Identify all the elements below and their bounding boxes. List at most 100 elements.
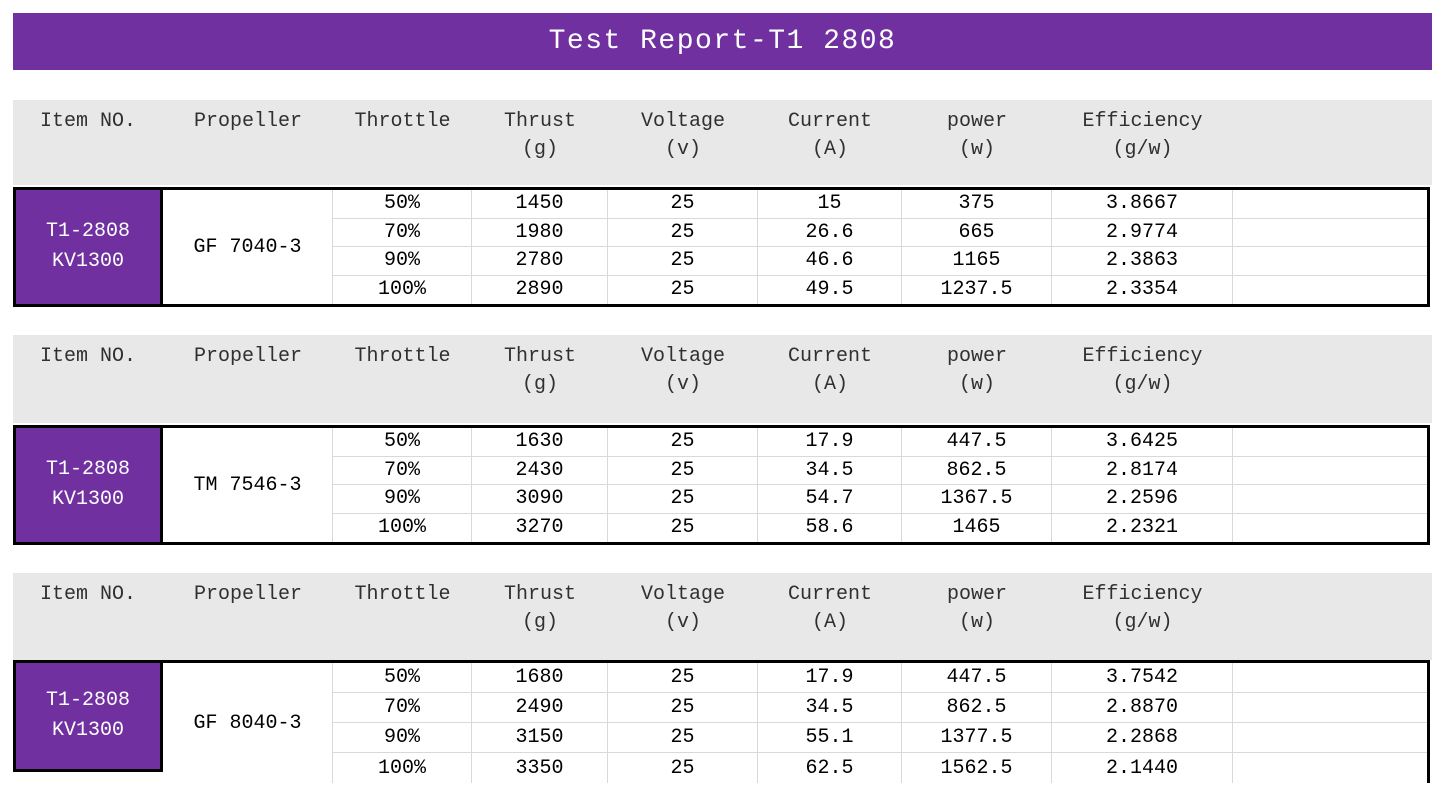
cell-efficiency: 3.7542 — [1052, 663, 1233, 693]
page-title: Test Report-T1 2808 — [548, 26, 897, 57]
item-no-line2: KV1300 — [51, 250, 124, 273]
cell-voltage: 25 — [608, 190, 758, 219]
table1-header-row: Item NO. Propeller Throttle Thrust (g) Vo… — [13, 100, 1432, 185]
cell-current: 54.7 — [758, 485, 902, 514]
column-header-empty — [1233, 573, 1432, 660]
cell-power: 1377.5 — [902, 723, 1052, 753]
cell-thrust: 2490 — [472, 693, 608, 723]
cell-empty — [1233, 485, 1427, 514]
cell-power: 447.5 — [902, 663, 1052, 693]
propeller-cell: TM 7546-3 — [163, 428, 333, 542]
table1-data: T1-2808 KV1300 GF 7040-3 50% 1450 25 15 … — [13, 187, 1430, 307]
cell-empty — [1233, 457, 1427, 485]
column-header-item-no: Item NO. — [39, 583, 136, 606]
cell-empty — [1233, 663, 1427, 693]
column-header-throttle: Throttle — [354, 110, 451, 133]
propeller-cell: GF 7040-3 — [163, 190, 333, 304]
column-header-current: Current (A) — [787, 345, 872, 396]
cell-efficiency: 2.2596 — [1052, 485, 1233, 514]
cell-efficiency: 2.1440 — [1052, 753, 1233, 783]
cell-empty — [1233, 276, 1427, 305]
cell-current: 17.9 — [758, 428, 902, 457]
cell-throttle: 90% — [333, 247, 472, 276]
column-header-thrust: Thrust (g) — [503, 110, 576, 161]
cell-throttle: 70% — [333, 218, 472, 247]
cell-current: 46.6 — [758, 247, 902, 276]
column-header-voltage: Voltage (v) — [640, 110, 725, 161]
cell-empty — [1233, 247, 1427, 276]
cell-efficiency: 2.9774 — [1052, 218, 1233, 247]
cell-current: 49.5 — [758, 275, 902, 304]
cell-current: 62.5 — [758, 753, 902, 783]
column-header-voltage: Voltage (v) — [640, 345, 725, 396]
cell-empty — [1233, 723, 1427, 753]
cell-throttle: 70% — [333, 456, 472, 485]
cell-current: 34.5 — [758, 456, 902, 485]
cell-thrust: 3350 — [472, 753, 608, 783]
cell-power: 1465 — [902, 513, 1052, 542]
column-header-item-no: Item NO. — [39, 110, 136, 133]
cell-efficiency: 3.6425 — [1052, 428, 1233, 457]
table2-header-row: Item NO. Propeller Throttle Thrust (g) Vo… — [13, 335, 1432, 423]
cell-power: 1237.5 — [902, 275, 1052, 304]
cell-efficiency: 2.3354 — [1052, 275, 1233, 304]
cell-voltage: 25 — [608, 723, 758, 753]
cell-throttle: 50% — [333, 663, 472, 693]
item-no-line1: T1-2808 — [45, 689, 130, 712]
cell-thrust: 2890 — [472, 275, 608, 304]
cell-voltage: 25 — [608, 513, 758, 542]
item-no-cell: T1-2808 KV1300 — [16, 190, 163, 304]
cell-voltage: 25 — [608, 753, 758, 783]
column-header-empty — [1233, 335, 1432, 423]
table2-data: T1-2808 KV1300 TM 7546-3 50% 1630 25 17.… — [13, 425, 1430, 545]
cell-empty — [1233, 693, 1427, 723]
column-header-throttle: Throttle — [354, 345, 451, 368]
cell-current: 26.6 — [758, 218, 902, 247]
cell-throttle: 70% — [333, 693, 472, 723]
cell-efficiency: 2.2321 — [1052, 513, 1233, 542]
table3-header-row: Item NO. Propeller Throttle Thrust (g) Vo… — [13, 573, 1432, 660]
cell-voltage: 25 — [608, 663, 758, 693]
column-header-item-no: Item NO. — [39, 345, 136, 368]
column-header-power: power (w) — [946, 345, 1007, 396]
column-header-efficiency: Efficiency (g/w) — [1082, 110, 1203, 161]
column-header-propeller: Propeller — [193, 345, 303, 368]
cell-voltage: 25 — [608, 485, 758, 514]
cell-efficiency: 2.3863 — [1052, 247, 1233, 276]
cell-empty — [1233, 428, 1427, 457]
cell-throttle: 50% — [333, 428, 472, 457]
cell-efficiency: 2.8870 — [1052, 693, 1233, 723]
cell-thrust: 1630 — [472, 428, 608, 457]
cell-thrust: 3090 — [472, 485, 608, 514]
cell-efficiency: 3.8667 — [1052, 190, 1233, 219]
cell-thrust: 3150 — [472, 723, 608, 753]
column-header-empty — [1233, 100, 1432, 185]
cell-voltage: 25 — [608, 428, 758, 457]
cell-thrust: 1450 — [472, 190, 608, 219]
column-header-throttle: Throttle — [354, 583, 451, 606]
cell-throttle: 50% — [333, 190, 472, 219]
cell-power: 862.5 — [902, 693, 1052, 723]
column-header-thrust: Thrust (g) — [503, 345, 576, 396]
cell-current: 15 — [758, 190, 902, 219]
cell-empty — [1233, 190, 1427, 219]
column-header-voltage: Voltage (v) — [640, 583, 725, 634]
cell-thrust: 3270 — [472, 513, 608, 542]
cell-power: 1165 — [902, 247, 1052, 276]
cell-current: 58.6 — [758, 513, 902, 542]
cell-throttle: 100% — [333, 513, 472, 542]
cell-current: 34.5 — [758, 693, 902, 723]
cell-voltage: 25 — [608, 218, 758, 247]
column-header-propeller: Propeller — [193, 583, 303, 606]
cell-power: 862.5 — [902, 456, 1052, 485]
report-title-banner: Test Report-T1 2808 — [13, 13, 1432, 70]
item-no-line1: T1-2808 — [45, 220, 130, 243]
item-no-line1: T1-2808 — [45, 458, 130, 481]
cell-empty — [1233, 219, 1427, 247]
item-no-line2: KV1300 — [51, 488, 124, 511]
cell-efficiency: 2.2868 — [1052, 723, 1233, 753]
cell-thrust: 1980 — [472, 218, 608, 247]
cell-thrust: 2780 — [472, 247, 608, 276]
cell-power: 665 — [902, 218, 1052, 247]
cell-throttle: 90% — [333, 485, 472, 514]
